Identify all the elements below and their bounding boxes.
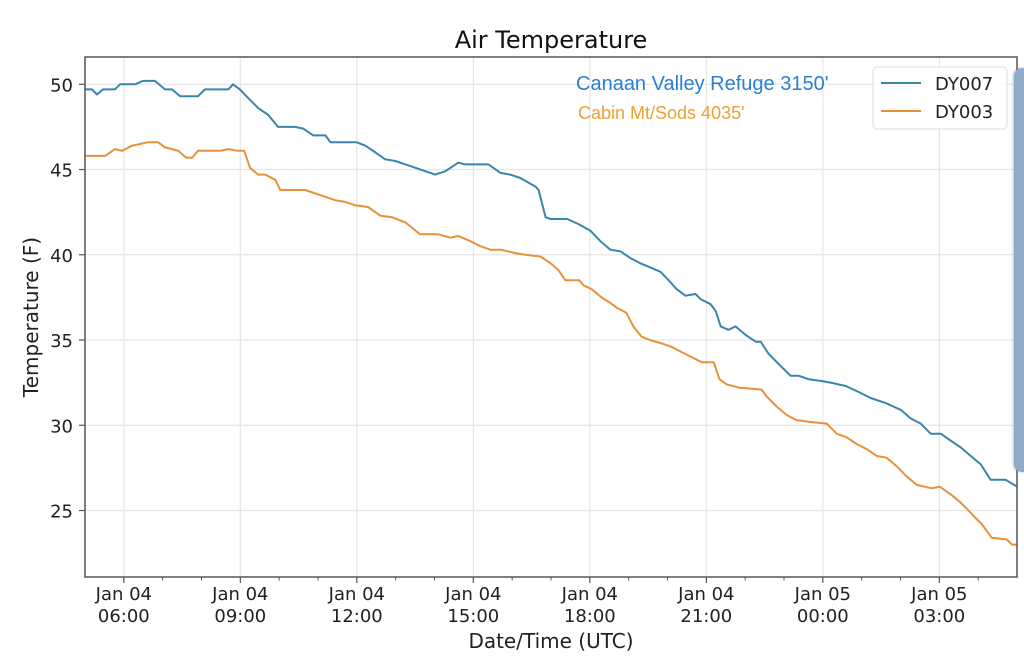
x-tick-label-date: Jan 04 [211, 584, 268, 605]
series-line-dy007 [85, 79, 1018, 488]
y-tick-label: 50 [50, 75, 73, 96]
y-tick-label: 45 [50, 161, 73, 182]
legend-label-dy003: DY003 [935, 102, 993, 123]
x-tick-label-time: 18:00 [564, 606, 616, 627]
side-panel-handle[interactable] [1014, 68, 1024, 472]
x-tick-label-time: 06:00 [98, 606, 150, 627]
x-tick-label-date: Jan 05 [910, 584, 967, 605]
annotation-canaan-valley: Canaan Valley Refuge 3150' [576, 73, 829, 95]
grid [85, 57, 1017, 577]
x-tick-label-date: Jan 04 [444, 584, 501, 605]
y-axis: 25 30 35 40 45 50 [50, 75, 85, 523]
x-tick-label-date: Jan 04 [328, 584, 385, 605]
x-tick-label-time: 21:00 [680, 606, 732, 627]
x-tick-label-date: Jan 04 [95, 584, 152, 605]
x-tick-label-time: 00:00 [797, 606, 849, 627]
x-tick-label-time: 15:00 [447, 606, 499, 627]
y-tick-label: 35 [50, 331, 73, 352]
legend: DY007 DY003 [872, 66, 1008, 130]
series-line-dy003 [85, 141, 1017, 546]
x-tick-label-date: Jan 04 [561, 584, 618, 605]
y-tick-label: 25 [50, 502, 73, 523]
y-tick-label: 40 [50, 246, 73, 267]
y-tick-label: 30 [50, 416, 73, 437]
chart-title: Air Temperature [455, 26, 648, 54]
y-axis-label: Temperature (F) [19, 237, 43, 398]
x-tick-label-date: Jan 04 [677, 584, 734, 605]
series-lines [85, 79, 1018, 546]
x-tick-label-time: 03:00 [913, 606, 965, 627]
x-axis-label: Date/Time (UTC) [468, 629, 633, 653]
x-tick-label-time: 12:00 [331, 606, 383, 627]
legend-label-dy007: DY007 [935, 74, 993, 95]
annotation-cabin-mt: Cabin Mt/Sods 4035' [578, 103, 745, 123]
x-tick-label-date: Jan 05 [794, 584, 851, 605]
x-tick-label-time: 09:00 [214, 606, 266, 627]
